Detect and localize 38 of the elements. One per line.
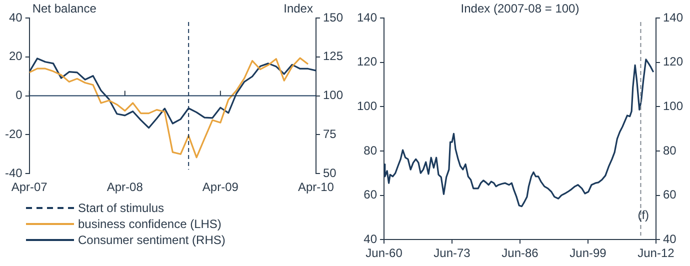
y2-tick-label: 125: [322, 49, 344, 64]
y-axis-title: Net balance: [32, 1, 97, 16]
x-tick-label: Apr-10: [298, 180, 334, 194]
y2-tick-label: 60: [662, 188, 677, 202]
x-tick-label: Jun-86: [502, 246, 539, 260]
x-tick-label: Jun-99: [570, 246, 607, 260]
y2-tick-label: 40: [662, 232, 677, 246]
y-tick-label: 0: [16, 88, 23, 102]
y-tick-label: 140: [356, 10, 378, 24]
y-tick-label: 120: [356, 54, 378, 69]
y2-tick-label: 75: [322, 127, 337, 142]
y-tick-label: 80: [364, 143, 378, 158]
y-tick-label: -20: [5, 127, 23, 142]
x-tick-label: Jun-73: [434, 246, 471, 260]
y2-axis-title: Index: [284, 1, 313, 16]
y2-tick-label: 100: [662, 98, 684, 113]
y-tick-label: 40: [8, 10, 23, 24]
x-tick-label: Apr-09: [202, 180, 239, 194]
x-tick-label: Apr-07: [11, 180, 48, 194]
y2-tick-label: 100: [322, 88, 344, 102]
chart-title: Index (2007-08 = 100): [460, 1, 580, 16]
y2-tick-label: 120: [662, 54, 684, 69]
y-tick-label: 100: [356, 98, 378, 113]
y2-tick-label: 50: [322, 166, 337, 180]
y-tick-label: 60: [364, 188, 378, 202]
y-tick-label: 40: [364, 232, 378, 246]
y2-tick-label: 80: [662, 143, 677, 158]
y2-tick-label: 150: [322, 10, 344, 24]
y-tick-label: -40: [5, 166, 23, 180]
x-tick-label: Jun-60: [366, 246, 403, 260]
ref-line-label: (f): [638, 208, 650, 222]
y-tick-label: 20: [8, 49, 23, 64]
legend-label: Start of stimulus: [78, 200, 164, 216]
x-tick-label: Jun-12: [638, 246, 675, 260]
x-tick-label: Apr-08: [106, 180, 144, 194]
y2-tick-label: 140: [662, 10, 684, 24]
legend-label: Consumer sentiment (RHS): [78, 232, 226, 248]
legend-label: business confidence (LHS): [78, 216, 222, 232]
